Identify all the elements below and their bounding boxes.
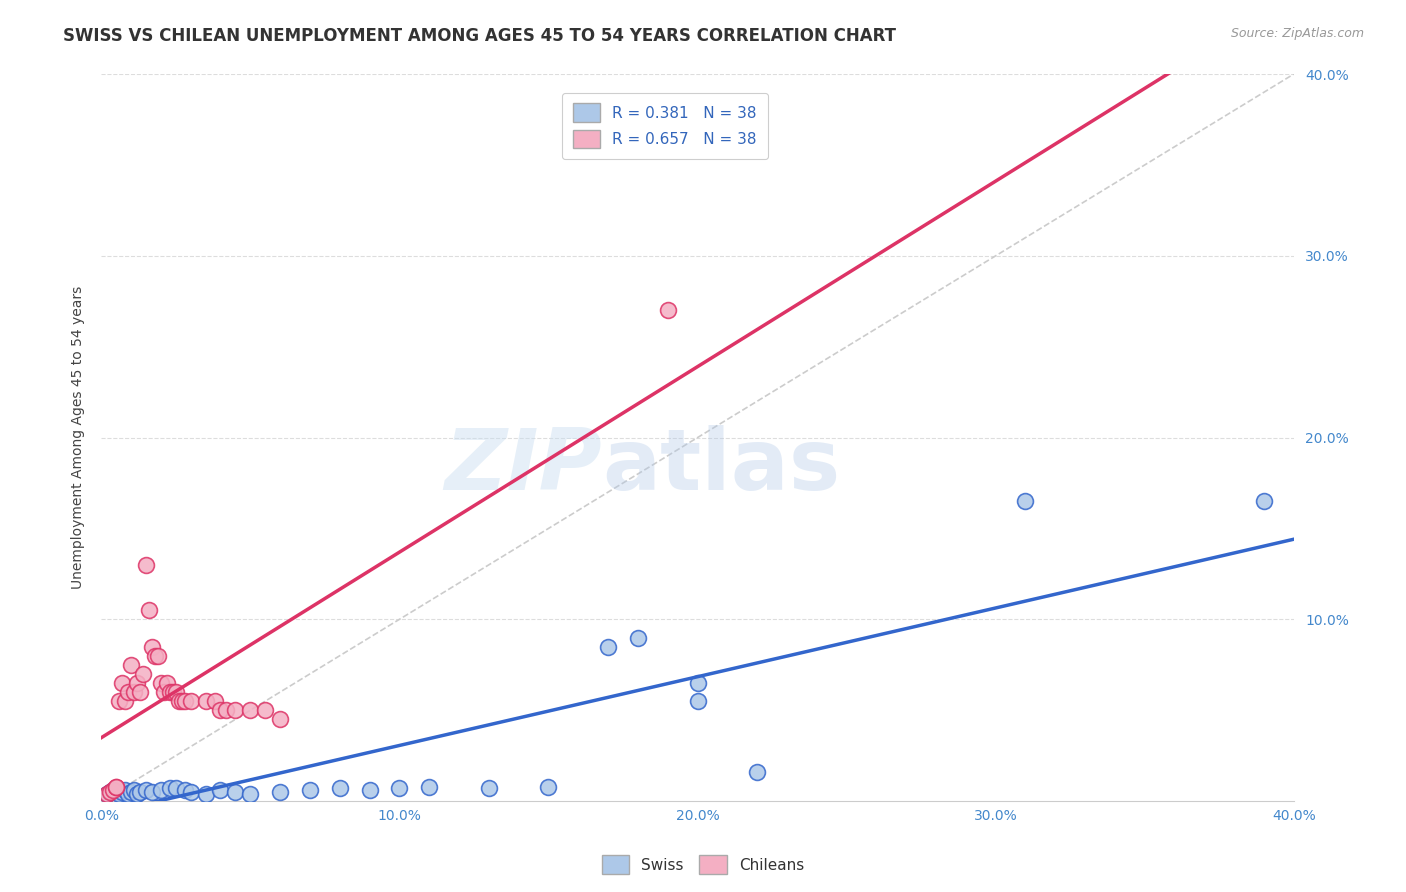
Point <box>138 603 160 617</box>
Point <box>209 703 232 717</box>
Point <box>141 640 163 654</box>
Point <box>209 783 232 797</box>
Point <box>125 676 148 690</box>
Point <box>129 685 152 699</box>
Point <box>135 783 157 797</box>
Point <box>96 787 118 801</box>
Point <box>156 676 179 690</box>
Point <box>143 648 166 663</box>
Text: SWISS VS CHILEAN UNEMPLOYMENT AMONG AGES 45 TO 54 YEARS CORRELATION CHART: SWISS VS CHILEAN UNEMPLOYMENT AMONG AGES… <box>63 27 896 45</box>
Point <box>114 694 136 708</box>
Point <box>657 303 679 318</box>
Point <box>194 694 217 708</box>
Point <box>686 676 709 690</box>
Text: Source: ZipAtlas.com: Source: ZipAtlas.com <box>1230 27 1364 40</box>
Point <box>159 781 181 796</box>
Point <box>96 787 118 801</box>
Point <box>359 783 381 797</box>
Point <box>596 640 619 654</box>
Text: atlas: atlas <box>602 425 841 508</box>
Point <box>627 631 650 645</box>
Point <box>180 785 202 799</box>
Point <box>239 703 262 717</box>
Point <box>125 787 148 801</box>
Point <box>141 785 163 799</box>
Point <box>105 780 128 794</box>
Point <box>1014 494 1036 508</box>
Point <box>120 657 142 672</box>
Point <box>149 783 172 797</box>
Point <box>111 785 134 799</box>
Point <box>108 694 131 708</box>
Point <box>146 648 169 663</box>
Point <box>105 780 128 794</box>
Point <box>101 783 124 797</box>
Point <box>117 685 139 699</box>
Point <box>153 685 176 699</box>
Point <box>165 685 187 699</box>
Point <box>114 783 136 797</box>
Point <box>194 787 217 801</box>
Point <box>135 558 157 572</box>
Point <box>254 703 277 717</box>
Point <box>329 781 352 796</box>
Point <box>173 783 195 797</box>
Point <box>149 676 172 690</box>
Legend: Swiss, Chileans: Swiss, Chileans <box>596 849 810 880</box>
Point <box>173 694 195 708</box>
Point <box>418 780 440 794</box>
Point <box>101 783 124 797</box>
Text: ZIP: ZIP <box>444 425 602 508</box>
Point <box>117 787 139 801</box>
Point <box>239 787 262 801</box>
Point <box>298 783 321 797</box>
Point <box>111 676 134 690</box>
Point <box>170 694 193 708</box>
Point <box>159 685 181 699</box>
Point <box>388 781 411 796</box>
Point <box>224 703 246 717</box>
Point <box>98 785 121 799</box>
Point <box>122 685 145 699</box>
Point <box>537 780 560 794</box>
Point <box>686 694 709 708</box>
Point <box>129 785 152 799</box>
Point <box>478 781 501 796</box>
Point <box>269 785 291 799</box>
Point <box>180 694 202 708</box>
Point <box>215 703 238 717</box>
Point <box>165 781 187 796</box>
Point <box>132 666 155 681</box>
Point <box>120 785 142 799</box>
Point <box>269 712 291 726</box>
Point <box>167 694 190 708</box>
Point <box>108 787 131 801</box>
Point <box>747 765 769 780</box>
Point <box>98 785 121 799</box>
Point <box>204 694 226 708</box>
Y-axis label: Unemployment Among Ages 45 to 54 years: Unemployment Among Ages 45 to 54 years <box>72 286 86 590</box>
Point <box>224 785 246 799</box>
Point <box>105 785 128 799</box>
Legend: R = 0.381   N = 38, R = 0.657   N = 38: R = 0.381 N = 38, R = 0.657 N = 38 <box>562 93 768 159</box>
Point <box>122 783 145 797</box>
Point <box>162 685 184 699</box>
Point <box>1253 494 1275 508</box>
